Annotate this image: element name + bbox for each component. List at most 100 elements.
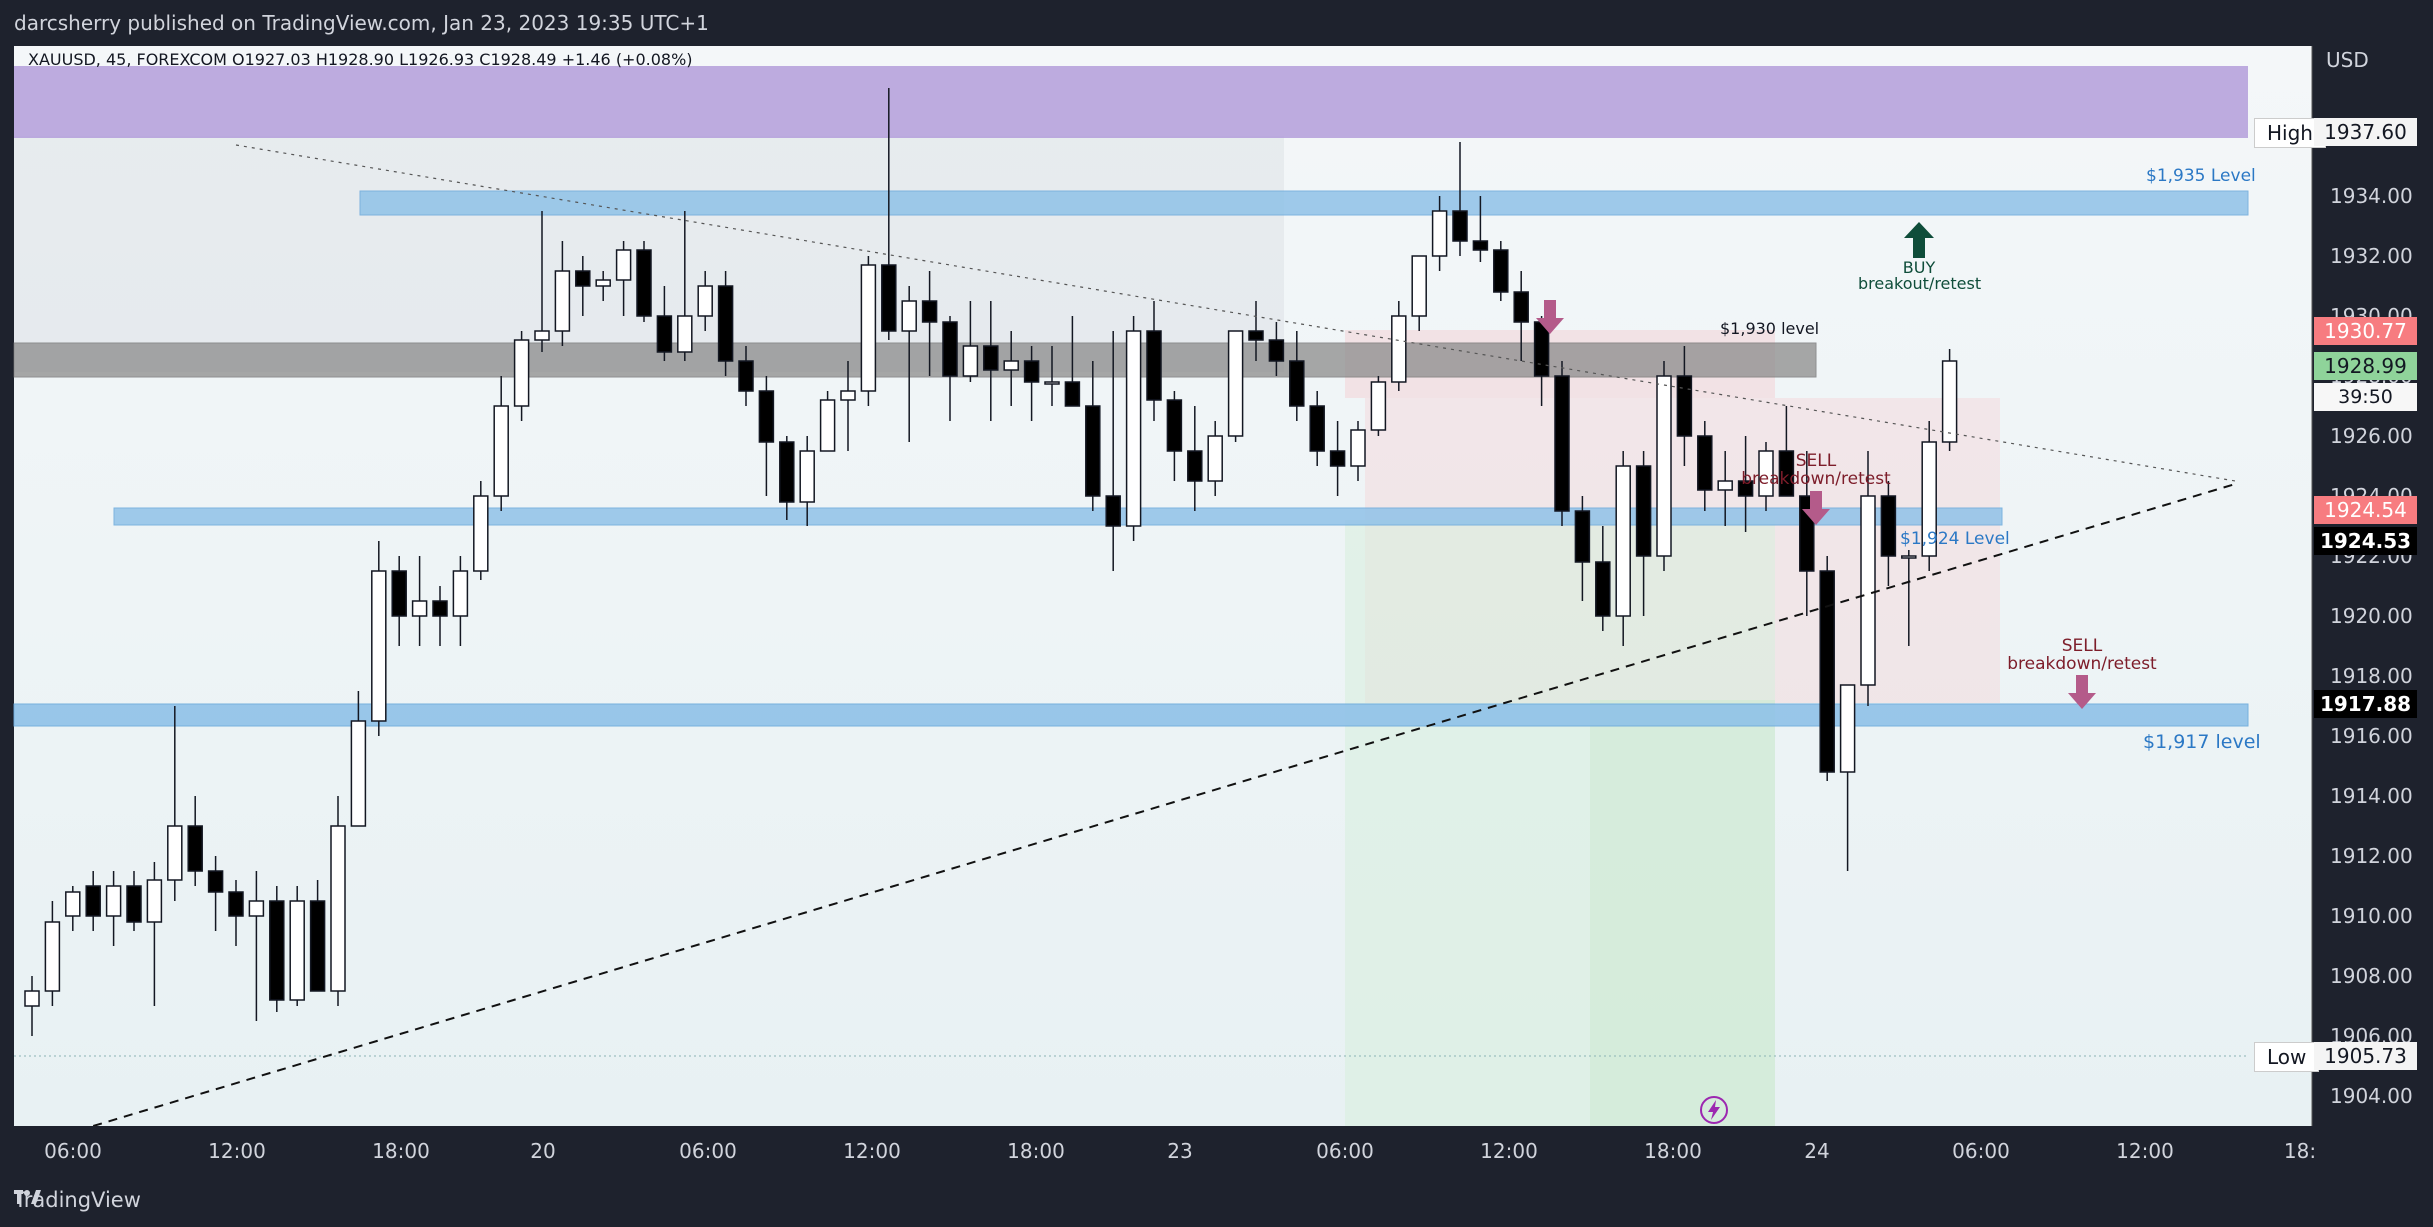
- candle-body: [840, 390, 856, 401]
- band-1917: [13, 703, 2249, 727]
- x-tick-label: 12:00: [843, 1139, 901, 1163]
- green-zone-inner: [1590, 700, 1775, 1126]
- publish-header: darcsherry published on TradingView.com,…: [0, 0, 2433, 46]
- price-tag-green: 1928.99: [2314, 352, 2417, 380]
- candle-body: [819, 399, 836, 452]
- candle-body: [1472, 240, 1489, 251]
- price-tag-current: 1924.53: [2314, 527, 2417, 555]
- x-tick-label: 06:00: [679, 1139, 737, 1163]
- y-tick-label: 1916.00: [2330, 724, 2413, 748]
- x-tick-label: 23: [1167, 1139, 1192, 1163]
- candle-body: [105, 885, 122, 917]
- level-1924-label: $1,924 Level: [1900, 529, 2010, 549]
- candle-body: [1350, 429, 1366, 467]
- candle-body: [228, 891, 244, 917]
- candle-body: [738, 360, 754, 392]
- candle-body: [85, 885, 101, 917]
- candle-body: [248, 900, 265, 917]
- candle-body: [1391, 315, 1407, 383]
- sell-arrow-top-icon: [1536, 300, 1564, 334]
- candle-body: [881, 264, 897, 332]
- candle-body: [187, 825, 203, 872]
- candle-body: [1860, 495, 1876, 686]
- sell-annotation-2: SELL breakdown/retest: [2002, 637, 2162, 673]
- bar-countdown: 39:50: [2314, 383, 2417, 411]
- candle-body: [1697, 435, 1713, 491]
- candle-body: [1309, 405, 1325, 452]
- x-tick-label: 06:00: [1316, 1139, 1374, 1163]
- published-by-text: darcsherry published on TradingView.com,…: [14, 11, 709, 35]
- candle-body: [1921, 441, 1937, 557]
- candle-body: [983, 345, 999, 371]
- candle-body: [758, 390, 775, 443]
- y-tick-label: 1912.00: [2330, 844, 2413, 868]
- symbol-legend: XAUUSD, 45, FOREXCOM O1927.03 H1928.90 L…: [28, 50, 693, 69]
- level-1917-label: $1,917 level: [2143, 731, 2261, 753]
- y-tick-label: 1926.00: [2330, 424, 2413, 448]
- candle-body: [126, 885, 142, 923]
- band-1935: [359, 190, 2249, 216]
- candle-body: [1370, 381, 1387, 431]
- candle-body: [1085, 405, 1101, 497]
- x-tick-label: 12:00: [1480, 1139, 1538, 1163]
- candle-body: [1513, 291, 1529, 323]
- price-tag-red-top: 1930.77: [2314, 317, 2417, 345]
- level-1935-label: $1,935 Level: [2146, 166, 2256, 186]
- candle-body: [513, 339, 530, 407]
- x-tick-label: 12:00: [208, 1139, 266, 1163]
- candle-body: [391, 570, 407, 617]
- candle-body: [1268, 339, 1285, 362]
- candle-body: [1023, 360, 1040, 383]
- time-axis: [14, 1126, 2312, 1177]
- candle-body: [554, 270, 571, 332]
- candle-body: [717, 285, 734, 362]
- candle-body: [677, 315, 693, 353]
- candle-body: [146, 879, 163, 923]
- price-tag-low-level: 1917.88: [2314, 690, 2417, 718]
- candle-body: [1880, 495, 1897, 557]
- candle-body: [636, 249, 652, 317]
- candle-body: [1452, 210, 1468, 242]
- y-tick-label: 1904.00: [2330, 1084, 2413, 1108]
- candle-body: [432, 600, 448, 617]
- candle-body: [1778, 450, 1795, 497]
- candle-body: [473, 495, 489, 572]
- band-1924: [113, 507, 2003, 526]
- x-tick-label: 24: [1804, 1139, 1829, 1163]
- tradingview-brand[interactable]: TradingView: [14, 1188, 141, 1212]
- candle-body: [44, 921, 61, 992]
- x-tick-label: 18:: [2284, 1139, 2316, 1163]
- descending-dotted-trendline: [235, 144, 2236, 482]
- x-ticks: 06:00 12:00 18:00 20 06:00 12:00 18:00 23 06:00 1…: [44, 1139, 2316, 1163]
- candle-body: [534, 330, 550, 341]
- candle-body: [1493, 249, 1509, 293]
- buy-subtitle: breakout/retest: [1858, 274, 1982, 293]
- sell-arrow-2-icon: [2068, 675, 2096, 709]
- lightning-icon[interactable]: [1698, 1094, 1730, 1126]
- y-tick-label: 1908.00: [2330, 964, 2413, 988]
- candles: [24, 88, 1958, 1036]
- x-tick-label: 12:00: [2116, 1139, 2174, 1163]
- candle-body: [697, 285, 713, 317]
- candle-body: [65, 891, 81, 917]
- sell-annotation-1: SELL breakdown/retest: [1736, 452, 1896, 488]
- high-label: High: [2254, 118, 2326, 148]
- candle-body: [1656, 375, 1672, 557]
- candle-body: [1819, 570, 1835, 773]
- candle-body: [901, 300, 917, 332]
- price-tag-red-mid: 1924.54: [2314, 496, 2417, 524]
- candle-body: [1839, 684, 1856, 773]
- price-axis: [2312, 46, 2419, 1177]
- candle-body: [1737, 480, 1754, 497]
- x-tick-label: 18:00: [372, 1139, 430, 1163]
- x-tick-label: 06:00: [44, 1139, 102, 1163]
- x-tick-label: 18:00: [1644, 1139, 1702, 1163]
- footer-bar: TradingView: [0, 1177, 2433, 1227]
- candle-body: [371, 570, 387, 722]
- y-tick-label: 1914.00: [2330, 784, 2413, 808]
- candle-body: [411, 600, 428, 617]
- sell1-subtitle: breakdown/retest: [1741, 469, 1891, 489]
- y-tick-label: 1920.00: [2330, 604, 2413, 628]
- candle-body: [493, 405, 509, 497]
